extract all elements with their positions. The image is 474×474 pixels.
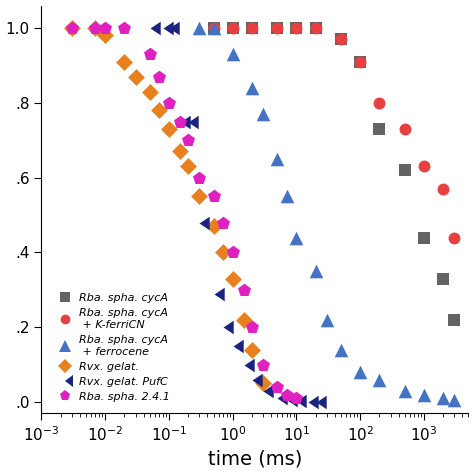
Point [210,192,217,200]
Point [184,118,192,125]
Point [356,58,364,65]
Point [273,24,281,32]
Point [101,24,109,32]
Point [210,24,217,32]
Point [401,387,409,395]
Point [68,24,76,32]
Point [450,316,458,324]
Point [184,163,192,170]
Point [155,73,163,81]
Point [120,24,128,32]
Point [196,174,203,182]
Point [196,24,203,32]
Point [248,24,255,32]
Point [184,137,192,144]
Point [229,24,237,32]
Point [210,24,217,32]
Point [401,166,409,174]
Point [176,148,184,155]
Point [240,316,248,324]
Point [337,36,345,43]
Point [450,396,458,404]
Point [196,192,203,200]
Point [292,398,300,405]
Point [273,24,281,32]
Point [283,391,291,399]
Point [450,234,458,241]
Point [240,286,248,294]
Point [146,50,154,58]
Point [292,395,300,402]
Point [273,383,281,391]
Point [91,24,99,32]
Point [229,275,237,283]
Point [259,361,267,369]
Point [337,36,345,43]
Point [210,290,217,298]
Point [273,395,281,402]
Point [401,125,409,133]
Point [420,391,428,399]
Point [248,24,255,32]
Point [196,219,203,227]
Point [248,346,255,354]
Point [312,24,319,32]
Point [210,222,217,230]
Point [375,99,383,107]
Point [229,342,237,350]
Point [219,219,227,227]
Point [420,163,428,170]
Point [312,398,319,406]
Point [176,118,184,125]
Point [259,110,267,118]
Point [273,155,281,163]
Point [165,99,173,107]
Point [323,316,331,324]
Legend: Rba. spha. cycA, Rba. spha. cycA
 + K-ferriCN, Rba. spha. cycA
 + ferrocene, Rvx: Rba. spha. cycA, Rba. spha. cycA + K-fer… [51,291,172,404]
Point [146,24,154,32]
Point [356,58,364,65]
Point [248,324,255,331]
Point [219,249,227,256]
Point [176,118,184,125]
Point [165,24,173,32]
Point [248,84,255,91]
Point [229,249,237,256]
Point [292,234,300,241]
Point [259,387,267,395]
Point [312,267,319,275]
Point [375,376,383,383]
Point [229,50,237,58]
Point [91,24,99,32]
Point [101,32,109,39]
Point [312,24,319,32]
X-axis label: time (ms): time (ms) [208,449,302,468]
Point [292,24,300,32]
Point [146,88,154,95]
Point [304,398,311,406]
Point [120,58,128,65]
Point [283,192,291,200]
Point [292,24,300,32]
Point [240,361,248,369]
Point [159,24,166,32]
Point [248,376,255,383]
Point [337,346,345,354]
Point [439,395,447,402]
Point [155,107,163,114]
Point [375,125,383,133]
Point [132,73,139,81]
Point [283,396,291,404]
Point [356,368,364,376]
Point [229,24,237,32]
Point [439,185,447,193]
Point [68,24,76,32]
Point [420,234,428,241]
Point [439,275,447,283]
Point [259,380,267,387]
Point [210,24,217,32]
Point [219,324,227,331]
Point [165,125,173,133]
